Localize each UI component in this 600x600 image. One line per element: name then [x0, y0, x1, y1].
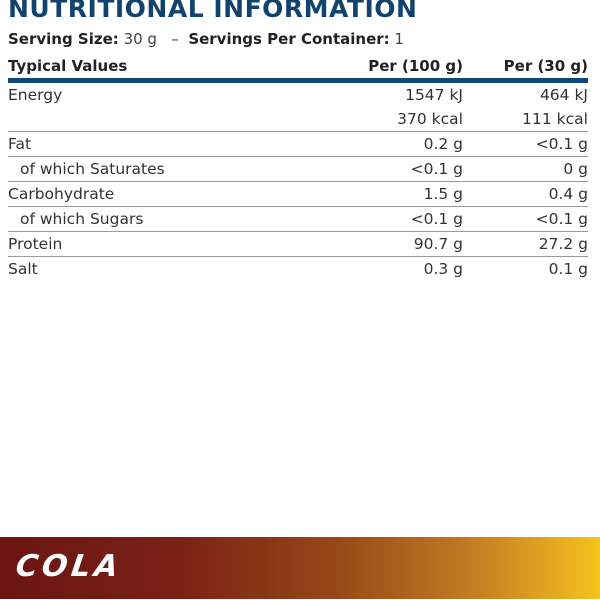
header-per-30g: Per (30 g)	[503, 57, 588, 75]
row-per30: <0.1 g	[535, 135, 588, 153]
row-label: Energy	[8, 86, 63, 104]
table-row-energy-kcal: 370 kcal 111 kcal	[8, 107, 588, 132]
row-per100: 90.7 g	[413, 235, 463, 253]
servings-per-container-value: 1	[394, 30, 404, 48]
flavor-banner: COLA	[0, 537, 600, 599]
row-label: Carbohydrate	[8, 185, 115, 203]
row-per30: 0.1 g	[548, 260, 588, 278]
table-row-sugars: of which Sugars <0.1 g <0.1 g	[8, 207, 588, 232]
row-per30: 464 kJ	[539, 86, 588, 104]
serving-size-label: Serving Size:	[8, 30, 119, 48]
flavor-name: COLA	[13, 549, 125, 584]
row-per100: 0.3 g	[423, 260, 463, 278]
header-per-100g: Per (100 g)	[368, 57, 463, 75]
table-row-carbohydrate: Carbohydrate 1.5 g 0.4 g	[8, 182, 588, 207]
header-typical-values: Typical Values	[8, 57, 128, 75]
row-per100: 1547 kJ	[405, 86, 463, 104]
table-row-salt: Salt 0.3 g 0.1 g	[8, 257, 588, 281]
row-per30: 111 kcal	[522, 110, 588, 128]
row-label: Protein	[8, 235, 63, 253]
table-row-fat: Fat 0.2 g <0.1 g	[8, 132, 588, 157]
row-per30: 27.2 g	[538, 235, 588, 253]
page-title: NUTRITIONAL INFORMATION	[8, 0, 418, 23]
header-divider	[8, 78, 588, 83]
table-row-energy-kj: Energy 1547 kJ 464 kJ	[8, 83, 588, 107]
servings-per-container-label: Servings Per Container:	[188, 30, 390, 48]
row-label: of which Saturates	[20, 160, 165, 178]
row-per30: 0 g	[563, 160, 588, 178]
table-row-protein: Protein 90.7 g 27.2 g	[8, 232, 588, 257]
serving-info: Serving Size: 30 g – Servings Per Contai…	[8, 30, 404, 48]
row-label: Salt	[8, 260, 38, 278]
table-row-saturates: of which Saturates <0.1 g 0 g	[8, 157, 588, 182]
row-label: of which Sugars	[20, 210, 144, 228]
row-per30: 0.4 g	[548, 185, 588, 203]
row-per30: <0.1 g	[535, 210, 588, 228]
serving-separator: –	[171, 30, 179, 48]
row-per100: 0.2 g	[423, 135, 463, 153]
row-per100: 1.5 g	[423, 185, 463, 203]
row-per100: <0.1 g	[410, 210, 463, 228]
table-header: Typical Values Per (100 g) Per (30 g)	[8, 54, 588, 78]
nutrition-table: Typical Values Per (100 g) Per (30 g) En…	[8, 54, 588, 281]
row-per100: 370 kcal	[397, 110, 463, 128]
row-label: Fat	[8, 135, 32, 153]
serving-size-value: 30 g	[123, 30, 157, 48]
row-per100: <0.1 g	[410, 160, 463, 178]
